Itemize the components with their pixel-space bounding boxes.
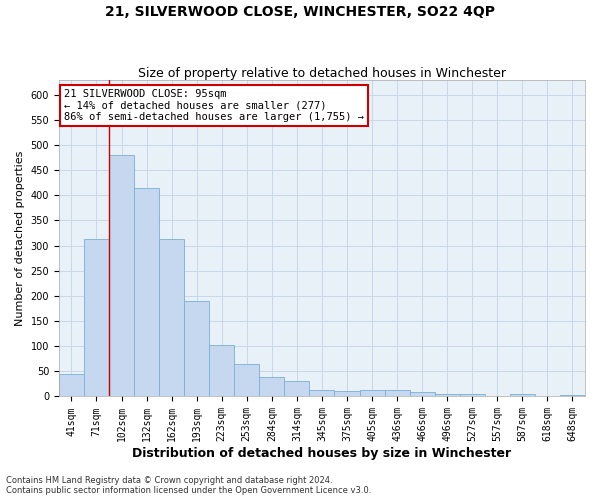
Bar bbox=[209, 345, 234, 397]
Bar bbox=[84, 239, 109, 396]
Bar bbox=[410, 392, 434, 396]
Bar bbox=[510, 394, 535, 396]
Bar bbox=[259, 378, 284, 396]
Bar bbox=[460, 394, 485, 396]
Bar bbox=[134, 188, 159, 396]
Bar bbox=[334, 392, 359, 396]
Y-axis label: Number of detached properties: Number of detached properties bbox=[15, 150, 25, 326]
Bar bbox=[560, 395, 585, 396]
Bar bbox=[159, 239, 184, 396]
Text: 21, SILVERWOOD CLOSE, WINCHESTER, SO22 4QP: 21, SILVERWOOD CLOSE, WINCHESTER, SO22 4… bbox=[105, 5, 495, 19]
X-axis label: Distribution of detached houses by size in Winchester: Distribution of detached houses by size … bbox=[133, 447, 512, 460]
Text: Contains HM Land Registry data © Crown copyright and database right 2024.
Contai: Contains HM Land Registry data © Crown c… bbox=[6, 476, 371, 495]
Bar bbox=[434, 394, 460, 396]
Bar bbox=[284, 382, 310, 396]
Bar bbox=[234, 364, 259, 396]
Bar bbox=[310, 390, 334, 396]
Title: Size of property relative to detached houses in Winchester: Size of property relative to detached ho… bbox=[138, 66, 506, 80]
Bar bbox=[385, 390, 410, 396]
Bar bbox=[59, 374, 84, 396]
Bar bbox=[109, 155, 134, 396]
Bar bbox=[359, 390, 385, 396]
Bar bbox=[184, 301, 209, 396]
Text: 21 SILVERWOOD CLOSE: 95sqm
← 14% of detached houses are smaller (277)
86% of sem: 21 SILVERWOOD CLOSE: 95sqm ← 14% of deta… bbox=[64, 89, 364, 122]
